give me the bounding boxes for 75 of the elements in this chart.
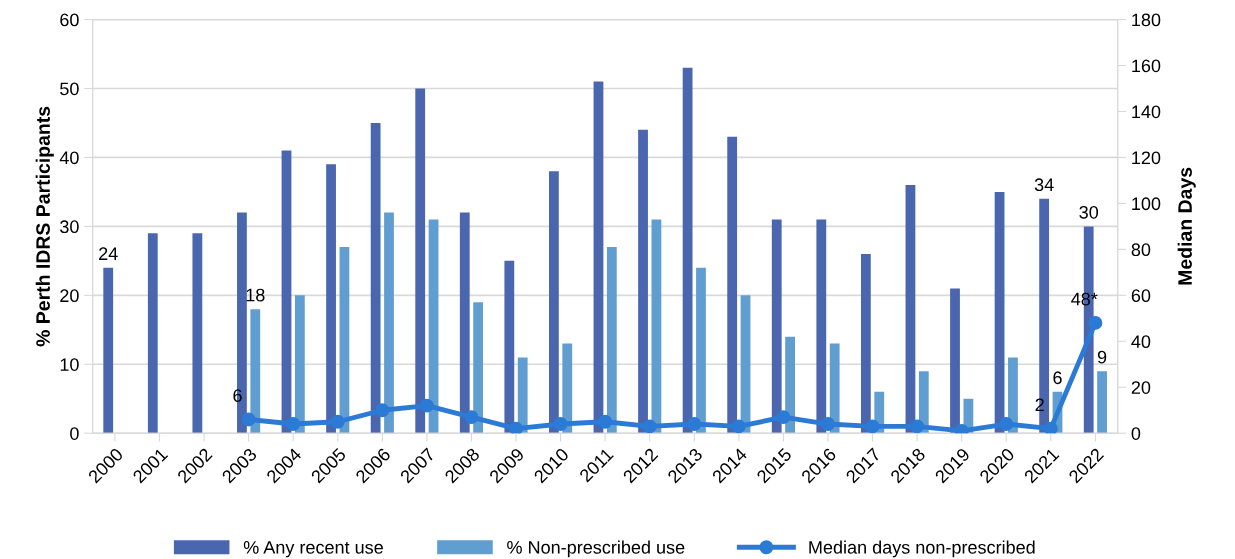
data-label: 6 xyxy=(1053,371,1062,385)
point xyxy=(553,417,568,431)
bar xyxy=(950,288,960,434)
point xyxy=(464,410,479,425)
legend-label: Median days non-prescribed xyxy=(809,540,1035,558)
bar xyxy=(816,219,827,434)
y2-tick-label: 160 xyxy=(1132,59,1161,73)
y-tick-label: 20 xyxy=(60,289,79,303)
point xyxy=(1088,315,1103,330)
point xyxy=(1043,421,1058,434)
point xyxy=(375,403,390,418)
point xyxy=(821,417,835,431)
point xyxy=(642,419,657,434)
point xyxy=(286,417,301,431)
y-tick-label: 40 xyxy=(59,151,79,165)
bar xyxy=(829,343,840,434)
y2-tick-label: 180 xyxy=(1132,13,1161,27)
bar xyxy=(415,88,426,434)
y2-tick-label: 40 xyxy=(1131,335,1151,349)
bar xyxy=(147,233,158,434)
point xyxy=(910,419,925,434)
bar xyxy=(473,302,484,434)
y2-tick-label: 60 xyxy=(1131,289,1151,303)
bar xyxy=(370,122,381,434)
bar xyxy=(250,309,261,434)
bar xyxy=(294,295,305,434)
y-axis-title: % Perth IDRS Participants xyxy=(35,106,54,347)
bar xyxy=(727,136,738,434)
point xyxy=(241,412,256,427)
point xyxy=(598,414,613,429)
bar xyxy=(696,267,706,434)
point xyxy=(509,421,523,434)
bar xyxy=(1097,371,1107,434)
bar xyxy=(459,212,470,434)
data-label: 9 xyxy=(1097,350,1107,364)
bar xyxy=(682,67,693,434)
bar xyxy=(1008,357,1018,434)
bar xyxy=(103,267,114,434)
legend-label: % Non-prescribed use xyxy=(507,540,685,558)
y2-tick-label: 80 xyxy=(1131,243,1151,257)
point xyxy=(999,417,1014,431)
y2-tick-label: 0 xyxy=(1131,427,1141,440)
bar xyxy=(638,129,648,434)
point xyxy=(419,398,434,413)
y-tick-label: 50 xyxy=(60,82,79,96)
bar xyxy=(384,212,394,434)
bar xyxy=(192,233,203,434)
bar xyxy=(860,253,871,434)
bar xyxy=(606,247,617,434)
bar xyxy=(562,343,573,434)
y-tick-label: 10 xyxy=(60,358,79,371)
y2-tick-label: 120 xyxy=(1132,151,1161,165)
data-label: 30 xyxy=(1079,205,1099,219)
point xyxy=(776,410,791,425)
data-label: 34 xyxy=(1034,178,1054,192)
y2-tick-label: 100 xyxy=(1132,197,1161,211)
y2-tick-label: 20 xyxy=(1131,381,1151,394)
y2-tick-label: 140 xyxy=(1132,105,1161,119)
point xyxy=(687,417,702,431)
y-tick-label: 0 xyxy=(70,427,79,440)
y-tick-label: 60 xyxy=(60,13,79,27)
bar xyxy=(771,219,782,434)
y-tick-label: 30 xyxy=(60,220,79,234)
bar xyxy=(504,260,515,434)
bar xyxy=(517,357,528,434)
bar xyxy=(785,336,796,434)
bar xyxy=(593,81,604,434)
point xyxy=(731,419,746,434)
bar xyxy=(549,171,559,434)
y2-axis-title: Median Days xyxy=(1177,167,1196,285)
data-label: 24 xyxy=(99,247,118,260)
bar xyxy=(326,164,336,434)
legend-label: % Any recent use xyxy=(243,541,383,558)
point xyxy=(865,419,880,434)
point xyxy=(330,414,345,429)
